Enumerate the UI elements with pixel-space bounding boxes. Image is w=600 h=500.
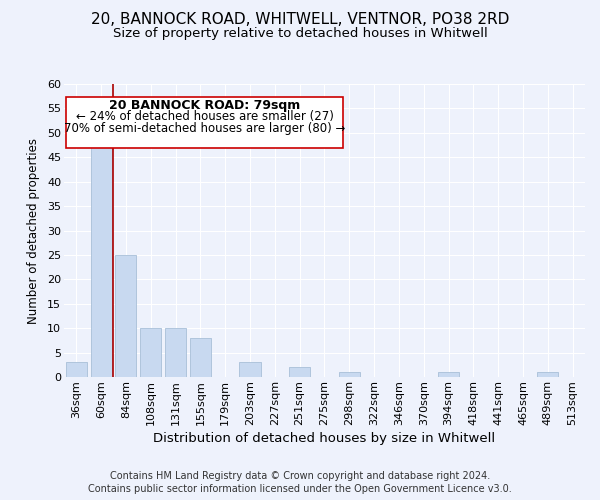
Bar [289, 368, 310, 377]
Bar [537, 372, 559, 377]
Text: Contains public sector information licensed under the Open Government Licence v3: Contains public sector information licen… [88, 484, 512, 494]
Bar [438, 372, 459, 377]
Bar [165, 328, 186, 377]
Bar [140, 328, 161, 377]
Bar [338, 372, 360, 377]
Text: Size of property relative to detached houses in Whitwell: Size of property relative to detached ho… [113, 28, 487, 40]
X-axis label: Distribution of detached houses by size in Whitwell: Distribution of detached houses by size … [154, 432, 496, 445]
Bar [66, 362, 87, 377]
Y-axis label: Number of detached properties: Number of detached properties [27, 138, 40, 324]
Bar [115, 255, 136, 377]
Bar [91, 133, 112, 377]
Text: 20, BANNOCK ROAD, WHITWELL, VENTNOR, PO38 2RD: 20, BANNOCK ROAD, WHITWELL, VENTNOR, PO3… [91, 12, 509, 28]
Text: ← 24% of detached houses are smaller (27): ← 24% of detached houses are smaller (27… [76, 110, 334, 124]
Bar [190, 338, 211, 377]
FancyBboxPatch shape [67, 97, 343, 148]
Bar [239, 362, 260, 377]
Text: 20 BANNOCK ROAD: 79sqm: 20 BANNOCK ROAD: 79sqm [109, 99, 300, 112]
Text: Contains HM Land Registry data © Crown copyright and database right 2024.: Contains HM Land Registry data © Crown c… [110, 471, 490, 481]
Text: 70% of semi-detached houses are larger (80) →: 70% of semi-detached houses are larger (… [64, 122, 345, 135]
